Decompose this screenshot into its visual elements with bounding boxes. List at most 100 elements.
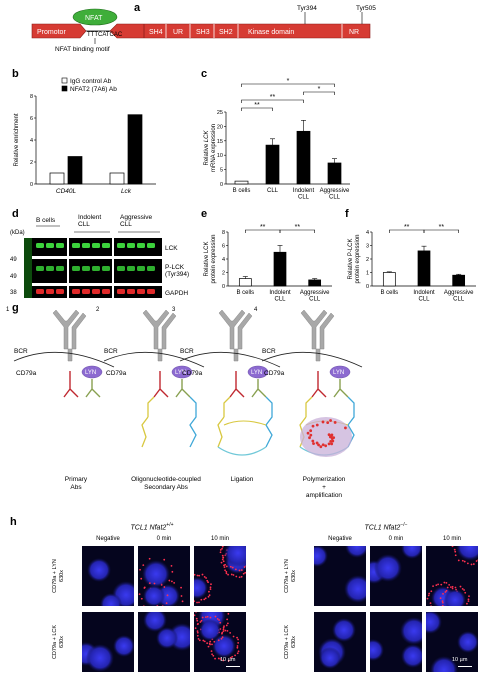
pla-signal (459, 585, 462, 588)
cd79a-label: CD79a (106, 370, 127, 377)
y-tick-label: 0 (30, 182, 33, 188)
lyn-ellipse (171, 365, 193, 379)
scale-bar (226, 666, 240, 667)
secondary-ab-blue (347, 396, 355, 448)
pla-signal (203, 640, 206, 643)
band-gapdh (56, 289, 64, 294)
x-category-label: B cells (236, 290, 254, 296)
band-plck (147, 266, 155, 271)
pla-signal (204, 597, 207, 600)
scale-bar-label: 10 µm (220, 657, 236, 663)
kda-label: (kDa) (10, 230, 25, 236)
pla-signal (209, 586, 212, 589)
microscopy-cell (194, 546, 246, 606)
pla-signal (426, 597, 429, 600)
band-lck (82, 243, 90, 248)
x-category-label: Indolent CLL (293, 188, 315, 201)
pla-signal (464, 591, 467, 594)
pla-signal (163, 558, 166, 561)
rca-dot (327, 433, 331, 437)
pla-signal (226, 618, 229, 621)
bcr-label: BCR (180, 348, 194, 355)
significance-label: ** (254, 102, 260, 109)
rca-dot (309, 433, 313, 437)
primary-ab-red (229, 371, 245, 398)
primary-ab-red (311, 371, 327, 398)
gene-schematic: Promotor SH4 UR SH3 SH2 Kinase domain NR… (31, 5, 376, 53)
y-axis-label: protein expression (211, 234, 217, 283)
nucleus (199, 619, 221, 641)
significance-label: * (318, 86, 321, 93)
pla-signal (197, 637, 200, 640)
membrane (261, 351, 363, 368)
band-plck (82, 266, 90, 271)
y-tick-label: 10 (217, 153, 223, 159)
pla-signal (238, 569, 241, 572)
lyn-label: LYN (85, 370, 96, 376)
pla-signal (221, 636, 224, 639)
pla-signal (209, 588, 212, 591)
pla-signal (219, 549, 222, 551)
x-category-label: Indolent CLL (413, 290, 435, 303)
h-column-header: Negative (96, 536, 120, 542)
nucleus (374, 554, 402, 582)
coding-region (109, 23, 371, 39)
panel-label-e: e (201, 208, 208, 220)
membrane (103, 351, 205, 368)
pla-signal (219, 658, 222, 660)
nucleus (86, 644, 114, 672)
microscopy-cell (370, 546, 422, 606)
x-category-label: CD40L (56, 188, 77, 195)
panel-label-h: h (10, 516, 17, 528)
pla-signal (475, 560, 478, 562)
pla-signal (170, 580, 173, 583)
nucleus (142, 560, 170, 588)
pla-signal (203, 598, 206, 601)
bar (327, 162, 342, 185)
y-tick-label: 4 (222, 257, 225, 263)
step-caption: Ligation (231, 476, 254, 483)
nfat-label: NFAT (85, 15, 103, 22)
pla-signal (207, 581, 209, 584)
rca-dot (330, 433, 334, 437)
pla-signal (139, 568, 141, 571)
band-plck (36, 266, 44, 271)
pla-signal (224, 629, 227, 632)
domain-label-promotor: Promotor (37, 29, 66, 36)
nucleus (224, 546, 246, 567)
pla-signal (211, 653, 213, 656)
pla-signal (234, 654, 236, 657)
pla-signal (198, 601, 200, 604)
bar (417, 250, 431, 287)
rca-dot (324, 444, 328, 448)
pla-signal (466, 602, 468, 605)
nucleus (370, 639, 384, 661)
pla-signal (225, 565, 228, 568)
lyn-label: LYN (175, 370, 186, 376)
pla-signal (237, 641, 240, 644)
cd79a-label: CD79a (182, 370, 203, 377)
nucleus (457, 631, 478, 653)
x-category-label: Aggressive CLL (444, 290, 474, 303)
pla-signal (160, 583, 163, 586)
pla-signal (140, 597, 143, 600)
y-tick-label: 2 (30, 160, 33, 166)
pla-signal (441, 601, 444, 604)
rca-dot (317, 443, 320, 447)
pla-signal (238, 576, 241, 579)
pla-signal (237, 638, 239, 641)
pla-signal (196, 634, 199, 637)
pla-signal (201, 616, 204, 619)
domain-label-ur: UR (173, 29, 183, 36)
band-plck (92, 266, 100, 271)
ligation-loop (217, 446, 267, 456)
y-tick-label: 0 (220, 182, 223, 188)
pla-signal (194, 573, 196, 576)
domain-label-sh3: SH3 (196, 29, 210, 36)
pla-signal (236, 645, 239, 647)
band-plck (137, 266, 145, 271)
pla-signal (219, 621, 222, 624)
y-axis-label: Relative enrichment (14, 113, 20, 166)
h-column-header: 0 min (388, 536, 404, 542)
pla-signal (225, 570, 228, 573)
